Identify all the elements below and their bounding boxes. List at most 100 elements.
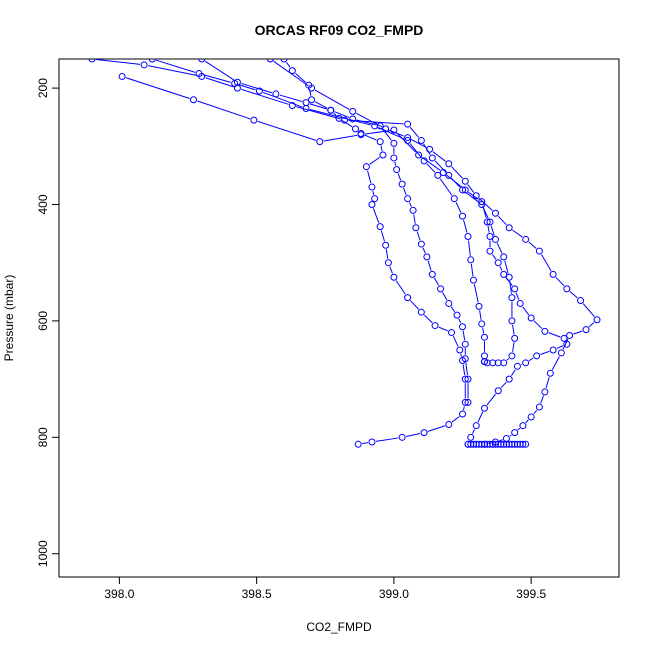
series-segment: [422, 247, 426, 254]
data-point: [390, 126, 398, 134]
chart-title: ORCAS RF09 CO2_FMPD: [255, 22, 424, 38]
series-segment: [490, 225, 495, 236]
data-point: [541, 327, 549, 335]
series-segment: [545, 377, 550, 389]
data-point: [470, 440, 478, 448]
data-point: [464, 398, 472, 406]
data-point: [448, 329, 456, 337]
data-point: [508, 440, 516, 448]
y-axis: 200 400 600 800 1000: [36, 78, 59, 567]
series-segment: [333, 112, 337, 116]
data-point: [434, 171, 442, 179]
data-point: [423, 253, 431, 261]
series-segment: [462, 406, 465, 411]
series-segment: [509, 434, 512, 437]
data-point: [502, 434, 510, 442]
data-point: [549, 270, 557, 278]
data-point: [522, 235, 530, 243]
series-segment: [528, 241, 537, 249]
series-segment: [403, 187, 407, 196]
series-segment: [367, 170, 372, 184]
data-point: [288, 102, 296, 110]
series-segment: [408, 202, 412, 207]
data-point: [546, 369, 554, 377]
series-segment: [512, 324, 515, 335]
x-tick-label: 398.5: [242, 587, 272, 601]
series-segment: [496, 242, 503, 254]
series-segment: [540, 350, 550, 355]
series-segment: [364, 134, 377, 141]
series-segment: [525, 419, 529, 424]
series-segment: [241, 82, 273, 94]
data-point: [527, 314, 535, 322]
series-segment: [389, 129, 405, 137]
series-segment: [451, 416, 460, 423]
data-point: [511, 334, 519, 342]
data-point: [483, 440, 491, 448]
series-segment: [556, 345, 564, 349]
data-point: [404, 134, 412, 142]
series-segment: [555, 276, 565, 287]
series-segment: [522, 306, 530, 316]
data-point: [494, 359, 502, 367]
data-point: [349, 107, 357, 115]
series-segment: [548, 332, 561, 338]
data-point: [557, 349, 565, 357]
series-segment: [369, 156, 380, 165]
data-point: [478, 201, 486, 209]
data-point: [148, 59, 156, 63]
series-7: [464, 440, 530, 448]
data-point: [459, 212, 467, 220]
data-point: [500, 359, 508, 367]
data-point: [398, 433, 406, 441]
data-point: [475, 302, 483, 310]
data-point: [445, 299, 453, 307]
series-segment: [409, 143, 422, 159]
data-point: [467, 440, 475, 448]
series-segment: [486, 393, 497, 406]
data-point: [500, 270, 508, 278]
series-segment: [452, 336, 459, 347]
data-point: [445, 171, 453, 179]
series-segment: [477, 411, 484, 423]
series-segment: [205, 77, 234, 88]
series-segment: [482, 327, 485, 334]
series-segment: [562, 338, 569, 350]
series-segment: [499, 266, 503, 271]
data-point: [453, 311, 461, 319]
series-segment: [528, 357, 534, 362]
series-segment: [506, 358, 510, 361]
series-segment: [372, 190, 375, 195]
x-axis-label: CO2_FMPD: [306, 620, 372, 634]
data-point: [428, 154, 436, 162]
data-point: [475, 440, 483, 448]
series-segment: [510, 369, 516, 376]
data-point: [459, 186, 467, 194]
data-point: [505, 375, 513, 383]
data-point: [266, 59, 274, 63]
series-segment: [362, 442, 369, 445]
data-point: [376, 122, 384, 130]
series-segment: [439, 178, 453, 196]
series-segment: [423, 314, 433, 324]
y-tick-label: 200: [36, 78, 50, 98]
series-segment: [569, 291, 578, 299]
series-segment: [582, 303, 595, 317]
series-segment: [482, 205, 487, 219]
data-point: [250, 116, 258, 124]
series-layer: [88, 59, 601, 448]
data-point: [593, 316, 601, 324]
y-tick-label: 1000: [36, 540, 50, 567]
data-point: [563, 285, 571, 293]
series-segment: [426, 163, 436, 173]
series-segment: [505, 277, 513, 286]
series-segment: [410, 300, 419, 310]
data-point: [508, 294, 516, 302]
series-segment: [389, 266, 393, 274]
series-segment: [455, 202, 462, 213]
series-segment: [197, 100, 251, 120]
series-segment: [238, 84, 256, 91]
data-point: [382, 241, 390, 249]
data-point: [516, 299, 524, 307]
series-segment: [396, 132, 417, 153]
